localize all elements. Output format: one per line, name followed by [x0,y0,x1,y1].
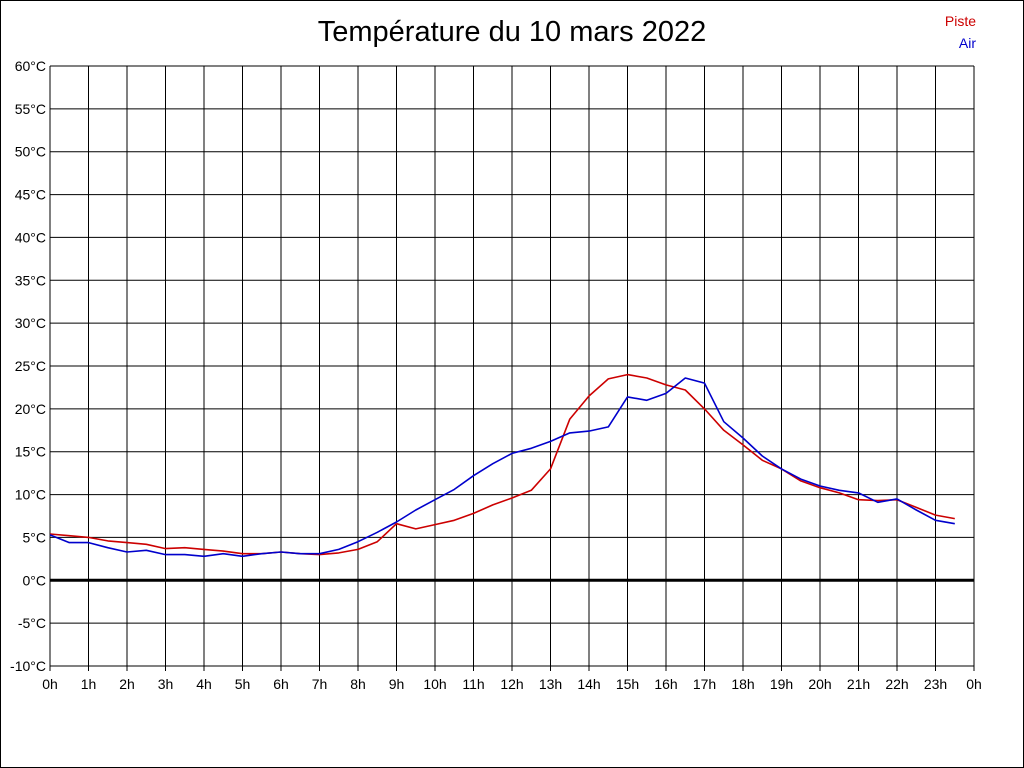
x-tick-label: 9h [389,676,405,692]
x-tick-labels: 0h 1h 2h 3h 4h 5h 6h 7h 8h 9h 10h 11h 12h 13h 14h 15h 16… [42,676,982,692]
x-tick-label: 20h [808,676,831,692]
x-tick-label: 18h [731,676,754,692]
y-tick-label: 30°C [15,315,46,331]
series-line-air [49,377,955,558]
x-tick-label: 21h [847,676,870,692]
y-tick-label: 15°C [15,444,46,460]
y-tick-label: -5°C [18,615,46,631]
x-tick-label: 2h [119,676,135,692]
x-tick-label: 23h [924,676,947,692]
x-tick-label: 12h [500,676,523,692]
x-tick-label: 6h [273,676,289,692]
x-tick-label: 16h [654,676,677,692]
x-tick-label: 3h [158,676,174,692]
x-tick-label: 7h [312,676,328,692]
y-tick-labels: 60°C 55°C 50°C 45°C 40°C 35°C 30°C 25°C 20°C 15°C… [10,58,46,674]
y-tick-label: 25°C [15,358,46,374]
legend-entry-piste: Piste [944,13,976,29]
y-tick-label: 0°C [23,572,47,588]
x-tick-label: 15h [616,676,639,692]
x-tick-label: 19h [770,676,793,692]
x-tick-label: 10h [423,676,446,692]
legend-entry-air: Air [958,35,976,51]
x-tick-label: 0h [42,676,58,692]
y-tick-label: -10°C [10,658,46,674]
series-group [49,373,955,558]
x-tick-label: 5h [235,676,251,692]
x-tick-label: 1h [81,676,97,692]
x-tick-label: 11h [462,676,484,692]
y-tick-label: 45°C [15,187,46,203]
y-tick-label: 60°C [15,58,46,74]
chart-title: Température du 10 mars 2022 [317,16,707,48]
y-tick-label: 55°C [15,101,46,117]
x-tick-label: 0h [966,676,982,692]
x-tick-label: 14h [577,676,600,692]
y-tick-label: 10°C [15,487,46,503]
y-tick-label: 5°C [23,529,47,545]
x-tick-label: 13h [539,676,562,692]
y-tick-label: 50°C [15,144,46,160]
x-tick-label: 4h [196,676,212,692]
y-tick-label: 20°C [15,401,46,417]
series-line-piste [49,373,955,556]
x-tick-label: 22h [885,676,908,692]
x-tick-label: 17h [693,676,716,692]
y-tick-label: 40°C [15,229,46,245]
y-tick-label: 35°C [15,272,46,288]
x-tick-label: 8h [350,676,366,692]
